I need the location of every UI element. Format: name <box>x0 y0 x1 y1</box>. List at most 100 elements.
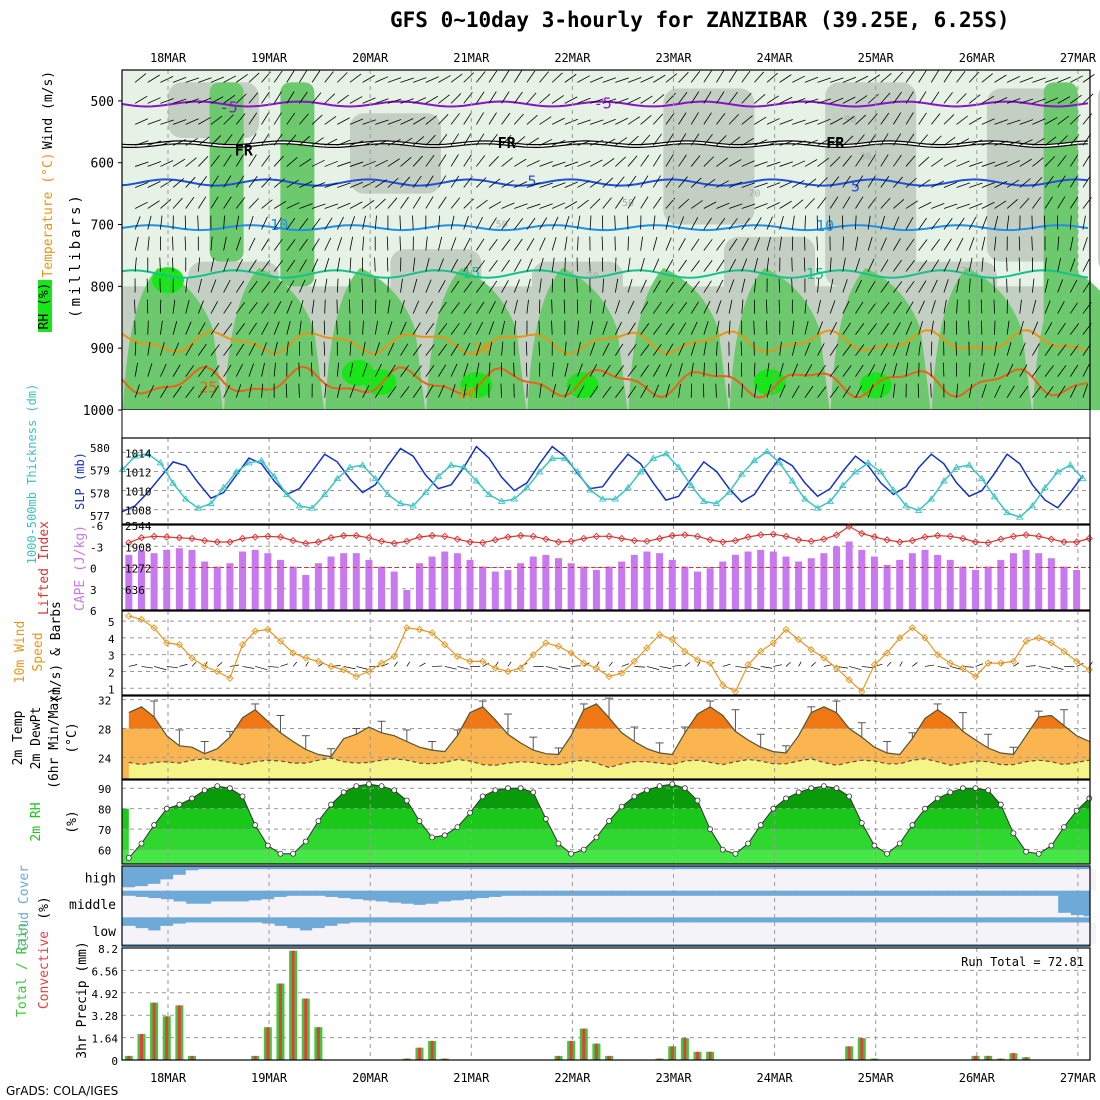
wind-barb <box>627 385 637 398</box>
wind-barb <box>969 161 983 167</box>
wind-barb <box>728 218 738 230</box>
wind-barb <box>552 161 566 167</box>
wind-barb <box>248 259 257 272</box>
wind-barb <box>994 97 1008 104</box>
wind-barb <box>741 92 752 104</box>
wind-barb <box>867 215 871 230</box>
thickness-point <box>194 504 203 511</box>
wind-barb <box>438 75 451 83</box>
temp-area-mask-above <box>128 696 1090 757</box>
wind-barb <box>703 260 713 272</box>
wind-barb <box>917 383 920 398</box>
wind-barb <box>539 237 546 251</box>
wind-barb <box>261 133 270 146</box>
wind-barb <box>475 362 480 377</box>
wind-barb <box>665 280 675 293</box>
cloud-gap-low <box>741 922 755 944</box>
wind-barb <box>918 91 927 104</box>
wind-barb <box>588 257 591 272</box>
wind-barb <box>349 140 364 146</box>
cloud-gap-low <box>678 922 692 944</box>
wind-barb <box>804 98 819 104</box>
wind-barb <box>640 344 650 356</box>
cape-bar <box>946 559 954 610</box>
wind-barb <box>1069 154 1079 167</box>
wind-barb <box>778 278 781 293</box>
wind-barb <box>159 278 161 293</box>
cape-bar <box>997 559 1005 610</box>
precip-tick-label: 6.56 <box>92 965 119 978</box>
thickness-point <box>927 495 936 502</box>
wind-barb <box>513 91 523 104</box>
wind-barb <box>652 343 662 356</box>
wind-point <box>251 627 259 635</box>
li-point <box>567 537 575 545</box>
wind-barb <box>652 258 660 272</box>
wind-barb <box>1006 76 1020 83</box>
wind-barb <box>400 77 414 83</box>
wind-barb <box>236 74 248 83</box>
wind-barb <box>766 140 781 146</box>
wind-barb <box>930 70 939 83</box>
wind-barb <box>1044 117 1058 125</box>
wind-legend-label-group: Wind (m/s) <box>41 71 56 149</box>
wind-barb <box>210 365 220 377</box>
rh-point <box>1010 830 1017 837</box>
cloud-gap-middle <box>842 895 856 918</box>
cloud-gap-middle <box>337 898 351 918</box>
pressure-tick-label: 800 <box>91 280 114 295</box>
wind-barb <box>577 320 580 335</box>
wind-barb <box>198 77 212 83</box>
wind-barb <box>273 133 283 146</box>
wind-barb <box>488 201 502 209</box>
surface-wind-barb <box>507 661 512 667</box>
surface-wind-barb <box>571 665 581 667</box>
wind-barb <box>1032 98 1046 104</box>
wind-barb <box>576 278 578 293</box>
cape-bar <box>984 566 992 610</box>
cloud-gap-middle <box>413 904 427 918</box>
wind-barb <box>412 257 416 272</box>
wind-barb <box>678 281 688 293</box>
precip-bar-convective <box>872 1058 876 1060</box>
wind-barb <box>627 365 637 377</box>
wind-barb <box>551 95 564 104</box>
wind-barb <box>1019 320 1024 335</box>
wind-barb <box>968 94 981 104</box>
temp-areas <box>122 696 1090 779</box>
cape-bar <box>972 569 980 610</box>
wind-barb <box>488 70 498 83</box>
wind-point <box>276 637 285 645</box>
cloud-gap-low <box>236 922 250 944</box>
wind-barb <box>577 215 581 230</box>
wind-point <box>415 625 424 634</box>
cloud-gap-middle <box>590 895 604 918</box>
wind-barb <box>905 238 915 251</box>
wind-barb <box>968 320 970 335</box>
wind-barb <box>817 138 831 146</box>
wind-barb <box>261 362 265 377</box>
rh-point <box>922 805 928 812</box>
wind-barb <box>564 341 567 356</box>
wind-point <box>668 635 676 644</box>
wind-barb <box>678 383 681 398</box>
li-point <box>137 534 146 542</box>
surface-wind-barb <box>406 661 411 667</box>
wind-barb <box>741 217 751 230</box>
wind-barb <box>981 257 984 272</box>
wind-barb <box>413 77 427 83</box>
surface-wind-barb <box>659 666 672 669</box>
rh-point <box>745 840 751 847</box>
wind-barb <box>248 237 256 251</box>
wind-barb <box>1082 175 1091 188</box>
wind-barb <box>589 98 604 104</box>
wind-barb <box>968 257 973 272</box>
cape-bar <box>1060 566 1068 610</box>
wind-barb <box>412 365 422 377</box>
surface-wind-barb <box>684 662 691 667</box>
wind-barb <box>918 239 928 251</box>
wind-point <box>605 672 613 681</box>
wind-barb <box>741 70 751 83</box>
pressure-tick-label: 1000 <box>83 404 114 419</box>
wind-barb <box>273 200 287 209</box>
